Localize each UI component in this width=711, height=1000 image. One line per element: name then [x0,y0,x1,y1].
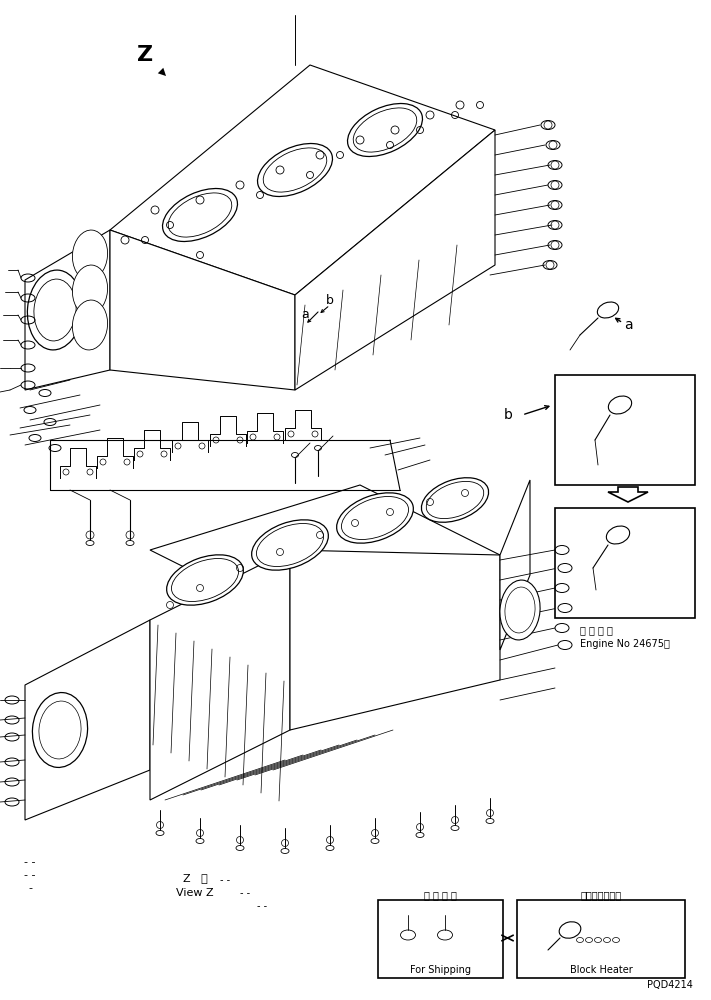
Ellipse shape [422,478,488,522]
Ellipse shape [28,270,82,350]
Text: - -: - - [240,888,250,898]
Text: Z   根: Z 根 [183,873,208,883]
Ellipse shape [34,279,76,341]
Text: b: b [326,294,334,306]
Polygon shape [608,487,648,502]
Polygon shape [500,480,530,650]
Text: - -: - - [24,870,36,880]
Text: a: a [624,318,632,332]
Ellipse shape [252,520,328,570]
Ellipse shape [559,922,581,938]
Ellipse shape [597,302,619,318]
Ellipse shape [427,481,483,519]
Bar [555,508,695,618]
Ellipse shape [263,148,327,192]
Ellipse shape [353,108,417,152]
Ellipse shape [500,580,540,640]
Text: a: a [301,308,309,322]
Ellipse shape [33,693,87,767]
Ellipse shape [163,189,237,241]
Text: View Z: View Z [176,888,214,898]
Ellipse shape [73,265,107,315]
Ellipse shape [169,193,232,237]
Text: Engine No 24675～: Engine No 24675～ [580,639,670,649]
Ellipse shape [257,144,333,196]
Ellipse shape [336,493,413,543]
Polygon shape [290,550,500,730]
Text: For Shipping: For Shipping [410,965,471,975]
Polygon shape [150,550,290,800]
Bar [378,900,503,978]
Bar [555,375,695,485]
Ellipse shape [73,300,107,350]
Polygon shape [150,485,500,620]
Text: ブロックヒータ: ブロックヒータ [580,890,621,900]
Ellipse shape [166,555,243,605]
Ellipse shape [73,230,107,280]
Ellipse shape [39,701,81,759]
Text: Block Heater: Block Heater [570,965,632,975]
Ellipse shape [171,559,238,601]
Bar [517,900,685,978]
Polygon shape [110,65,495,295]
Text: - -: - - [257,901,267,911]
Text: 適 用 号 機: 適 用 号 機 [580,625,613,635]
Text: b: b [503,408,513,422]
Text: - -: - - [220,875,230,885]
Ellipse shape [505,587,535,633]
Ellipse shape [341,497,409,539]
Polygon shape [25,620,150,820]
Ellipse shape [606,526,630,544]
Polygon shape [25,230,110,390]
Polygon shape [295,130,495,390]
Text: Z: Z [137,45,153,65]
Ellipse shape [609,396,631,414]
Text: - -: - - [24,857,36,867]
Text: -: - [28,883,32,893]
Ellipse shape [348,104,422,156]
Polygon shape [110,230,295,390]
Text: PQD4214: PQD4214 [647,980,693,990]
Ellipse shape [257,524,324,566]
Text: 運 搬 部 品: 運 搬 部 品 [424,890,456,900]
